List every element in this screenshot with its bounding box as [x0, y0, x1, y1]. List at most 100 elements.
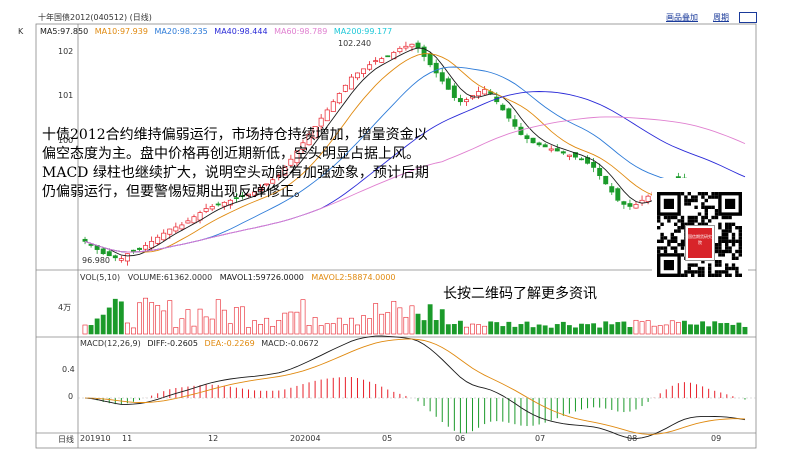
volume-value: VOLUME:61362.0000 — [127, 273, 213, 282]
qr-module — [680, 192, 685, 196]
candle-body — [173, 226, 179, 232]
qr-module — [735, 270, 739, 274]
volume-bar — [566, 325, 572, 335]
volume-bar — [197, 308, 203, 335]
volume-bar — [724, 322, 730, 335]
candle-body — [312, 126, 318, 139]
period-link[interactable]: 周期 — [713, 13, 729, 22]
qr-module — [725, 215, 729, 220]
qr-module — [738, 253, 742, 257]
qr-module — [725, 266, 729, 271]
candle-body — [675, 176, 681, 179]
volume-bar — [385, 312, 391, 335]
candle-body — [621, 201, 627, 205]
candle-body — [554, 148, 560, 152]
candle-body — [88, 243, 94, 246]
candle-body — [361, 68, 367, 74]
candle-body — [82, 238, 88, 242]
candle-body — [355, 72, 360, 79]
volume-bar — [706, 326, 712, 335]
qr-module — [663, 249, 668, 254]
qr-finder-core — [663, 198, 674, 209]
volume-bar — [657, 325, 663, 335]
price-tick-101: 101 — [58, 91, 74, 100]
candle-body — [233, 197, 239, 199]
price-tick-102: 102 — [58, 47, 74, 56]
qr-module — [731, 253, 736, 257]
overlay-link[interactable]: 画品叠加 — [666, 13, 698, 22]
qr-module — [680, 219, 685, 223]
period-tab-daily[interactable]: 日线 — [58, 435, 74, 444]
volume-bar — [252, 320, 257, 335]
qr-module — [660, 236, 664, 240]
volume-bar — [621, 321, 627, 335]
qr-module — [691, 222, 695, 226]
volume-bar — [137, 302, 142, 335]
qr-code-panel: 国信期货研究院 — [652, 178, 748, 316]
volume-bar — [700, 321, 706, 335]
qr-module — [728, 226, 732, 230]
ma20-value: MA20:98.235 — [154, 27, 208, 36]
candle-body — [149, 241, 155, 249]
analysis-comment: 十债2012合约维持偏弱运行，市场持仓持续增加，增量资金以偏空态度为主。盘中价格… — [42, 127, 429, 200]
candle-body — [294, 150, 300, 164]
qr-module — [657, 219, 661, 223]
qr-module — [708, 263, 712, 267]
volume-bar — [421, 320, 427, 335]
qr-module — [704, 222, 708, 226]
date-tick: 08 — [627, 434, 638, 443]
qr-module — [687, 266, 691, 271]
candle-body — [476, 91, 482, 97]
volume-bar — [312, 317, 318, 335]
candle-body — [609, 186, 615, 193]
volume-bar — [306, 325, 312, 335]
qr-module — [691, 219, 695, 223]
ma5-line — [84, 47, 746, 257]
candle-body — [270, 179, 276, 184]
volume-bar — [185, 309, 191, 335]
qr-module — [677, 219, 681, 223]
qr-module — [725, 273, 729, 277]
qr-module — [684, 243, 688, 247]
volume-bar — [500, 326, 506, 335]
candle-body — [324, 109, 330, 122]
volume-bar — [415, 313, 421, 335]
window-toggle-icon[interactable] — [739, 12, 757, 23]
qr-module — [691, 273, 695, 277]
qr-module — [677, 226, 681, 230]
volume-bar — [464, 326, 469, 335]
volume-bar — [258, 324, 264, 335]
qr-module — [684, 256, 688, 260]
candle-body — [433, 62, 439, 74]
qr-module — [684, 195, 688, 199]
qr-module — [718, 236, 722, 240]
candle-body — [409, 43, 415, 48]
volume-bar — [161, 310, 167, 335]
qr-module — [708, 273, 712, 277]
volume-bar — [179, 318, 185, 335]
qr-module — [718, 239, 722, 243]
candle-body — [536, 142, 542, 146]
volume-bar — [94, 318, 100, 335]
qr-module — [738, 236, 742, 240]
qr-module — [684, 273, 688, 277]
price-high-label: 102.240 — [338, 39, 372, 48]
volume-bar — [227, 323, 233, 335]
chart-title: 十年国债2012(040512) (日线) — [38, 13, 152, 22]
qr-module — [701, 222, 705, 226]
qr-module — [708, 270, 712, 274]
ma10-line — [84, 53, 746, 253]
candle-body — [282, 167, 288, 176]
volume-bar — [221, 309, 227, 335]
qr-module — [701, 273, 705, 277]
qr-module — [711, 192, 715, 196]
date-tick: 11 — [122, 434, 133, 443]
volume-axis-label: 4万 — [58, 303, 72, 312]
qr-module — [711, 273, 715, 277]
candle-body — [264, 183, 270, 186]
qr-module — [663, 246, 668, 250]
volume-bar — [694, 324, 699, 335]
volume-bar — [118, 301, 124, 335]
volume-bar — [512, 326, 518, 335]
qr-finder-core — [663, 260, 674, 271]
